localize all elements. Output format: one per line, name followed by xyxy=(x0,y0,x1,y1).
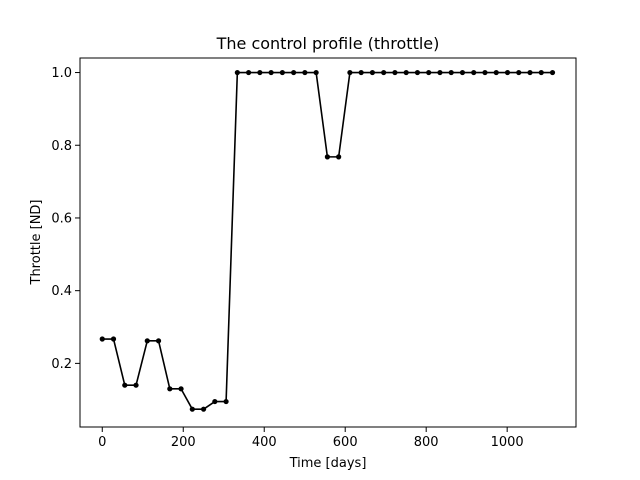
x-tick-label: 200 xyxy=(171,435,196,450)
data-point xyxy=(414,69,421,76)
data-point xyxy=(200,406,207,412)
data-point xyxy=(426,69,432,76)
data-point xyxy=(155,338,162,344)
data-point xyxy=(212,398,218,405)
data-point xyxy=(189,406,195,412)
chart-title: The control profile (throttle) xyxy=(216,34,440,53)
y-tick-label: 0.2 xyxy=(51,357,72,372)
data-point xyxy=(133,382,139,388)
data-point xyxy=(336,154,342,160)
series-layer xyxy=(99,69,556,412)
data-point xyxy=(234,69,240,76)
y-tick-label: 0.8 xyxy=(51,139,72,154)
data-point xyxy=(403,69,409,76)
x-tick-label: 400 xyxy=(252,435,277,450)
x-tick-label: 0 xyxy=(98,435,106,450)
x-tick-label: 600 xyxy=(333,435,358,450)
data-point xyxy=(448,69,454,76)
y-axis-label: Throttle [ND] xyxy=(29,199,44,285)
data-point xyxy=(279,69,285,76)
data-point xyxy=(437,69,443,76)
data-point xyxy=(268,69,274,76)
data-point xyxy=(313,69,319,76)
x-axis: 0 200 400 600 800 1000 xyxy=(98,427,524,450)
y-tick-label: 1.0 xyxy=(51,66,72,81)
data-point xyxy=(291,69,297,76)
y-tick-label: 0.6 xyxy=(51,211,72,226)
data-point xyxy=(381,69,387,76)
data-point xyxy=(302,69,308,76)
data-point xyxy=(178,386,184,392)
x-axis-label: Time [days] xyxy=(289,456,367,471)
data-point xyxy=(358,69,364,76)
data-point xyxy=(471,69,477,76)
data-point xyxy=(144,338,150,344)
data-point xyxy=(167,386,173,392)
data-point xyxy=(482,69,488,76)
y-tick-label: 0.4 xyxy=(51,284,72,299)
data-point xyxy=(493,69,499,76)
plot-area xyxy=(79,57,577,428)
data-point xyxy=(223,398,229,405)
data-point xyxy=(392,69,398,76)
data-point xyxy=(549,69,556,76)
data-point xyxy=(538,69,544,76)
x-tick-label: 1000 xyxy=(491,435,524,450)
data-point xyxy=(347,69,353,76)
data-point xyxy=(459,69,466,76)
data-point xyxy=(99,336,105,342)
data-point xyxy=(257,69,263,76)
data-point xyxy=(516,69,522,76)
data-point xyxy=(245,69,252,76)
data-point xyxy=(369,69,376,76)
y-axis: 0.2 0.4 0.6 0.8 1.0 xyxy=(51,66,80,372)
x-tick-label: 800 xyxy=(414,435,439,450)
data-point xyxy=(110,336,117,342)
data-point xyxy=(527,69,533,76)
data-point xyxy=(504,69,511,76)
data-point xyxy=(122,382,128,388)
data-point xyxy=(324,154,330,160)
